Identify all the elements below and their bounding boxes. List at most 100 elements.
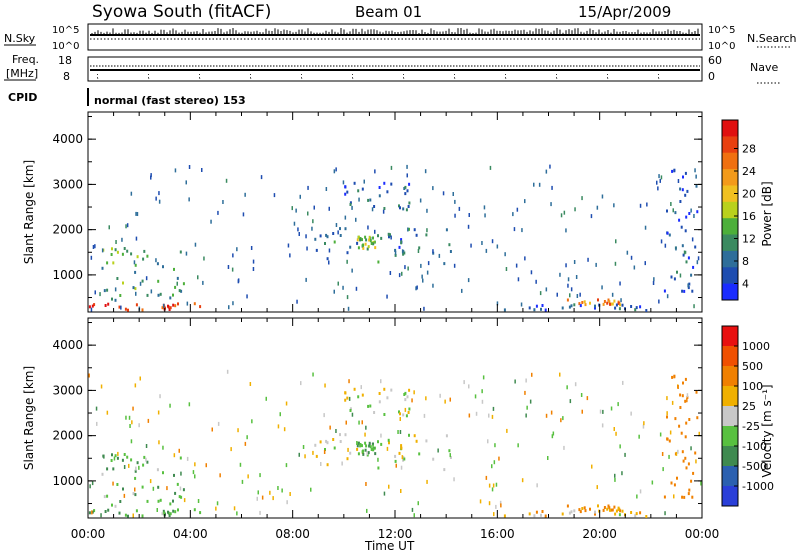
power-echo-cell	[645, 309, 648, 312]
power-colorbar-tick-label: 20	[742, 188, 756, 201]
power-echo-cell	[611, 302, 614, 306]
power-echo-cell	[325, 187, 328, 191]
velocity-echo-cell	[265, 396, 267, 401]
velocity-colorbar-tick-label: 100	[742, 380, 763, 393]
power-echo-cell	[242, 212, 245, 217]
velocity-echo-cell	[256, 496, 258, 501]
power-echoes	[88, 164, 700, 312]
power-echo-cell	[426, 270, 429, 275]
power-echo-cell	[90, 307, 93, 312]
velocity-echo-cell	[642, 424, 645, 429]
power-echo-cell	[176, 276, 179, 280]
power-echo-cell	[389, 271, 392, 275]
velocity-echo-cell	[401, 455, 404, 460]
velocity-echo-cell	[418, 452, 421, 456]
velocity-echo-cell	[367, 404, 370, 408]
velocity-echo-cell	[289, 492, 291, 496]
velocity-echo-cell	[694, 451, 697, 455]
power-echo-cell	[202, 280, 204, 285]
power-echo-cell	[227, 265, 230, 269]
power-echo-cell	[142, 257, 145, 261]
velocity-echo-cell	[619, 444, 621, 449]
power-echo-cell	[461, 288, 463, 293]
power-echo-cell	[468, 213, 470, 217]
velocity-echo-cell	[88, 373, 90, 378]
velocity-echo-cell	[91, 510, 94, 514]
velocity-echo-cell	[449, 397, 451, 402]
velocity-echo-cell	[397, 430, 399, 434]
power-echo-cell	[639, 203, 642, 208]
power-echo-cell	[630, 305, 633, 308]
power-echo-cell	[101, 266, 104, 270]
power-y-tick-label: 1000	[52, 268, 83, 282]
power-echo-cell	[349, 203, 352, 206]
velocity-echo-cell	[339, 433, 341, 437]
power-echo-cell	[688, 212, 691, 215]
velocity-echo-cell	[380, 442, 383, 446]
power-echo-cell	[116, 250, 119, 254]
velocity-x-ticks	[87, 318, 703, 518]
power-echo-cell	[94, 244, 96, 249]
velocity-colorbar-segment	[722, 426, 738, 447]
power-echo-cell	[606, 301, 609, 305]
velocity-echo-cell	[560, 418, 562, 423]
velocity-echo-cell	[570, 510, 573, 514]
power-echo-cell	[541, 304, 544, 307]
power-echo-cell	[407, 205, 410, 208]
power-echo-cell	[485, 248, 488, 253]
power-echo-cell	[539, 291, 542, 296]
velocity-echo-cell	[314, 443, 317, 447]
velocity-colorbar-frame	[721, 325, 739, 507]
power-echo-cell	[135, 291, 137, 296]
power-echo-cell	[426, 228, 428, 233]
velocity-echo-cell	[503, 514, 506, 518]
velocity-echo-cell	[178, 495, 181, 499]
velocity-echo-cell	[405, 414, 408, 418]
velocity-echo-cell	[166, 486, 168, 491]
power-echo-cell	[185, 251, 188, 256]
velocity-echo-cell	[323, 450, 326, 454]
power-echo-cell	[146, 254, 149, 258]
velocity-echo-cell	[673, 483, 676, 487]
velocity-echo-cell	[682, 381, 684, 385]
velocity-echo-cell	[378, 400, 381, 404]
velocity-echo-cell	[277, 486, 279, 490]
velocity-echo-cell	[367, 451, 370, 455]
velocity-echo-cell	[601, 423, 604, 428]
velocity-echo-cell	[123, 465, 126, 469]
nsky-tick-bottom: 10^0	[52, 41, 79, 52]
power-echo-cell	[663, 289, 666, 293]
power-echo-cell	[372, 236, 374, 240]
velocity-colorbar-tick-label: -500	[742, 460, 767, 473]
velocity-echo-cell	[613, 427, 615, 431]
velocity-echo-cell	[319, 440, 322, 444]
velocity-echo-cell	[356, 447, 359, 451]
power-echo-cell	[596, 205, 599, 210]
power-echo-cell	[659, 178, 661, 183]
power-echo-cell	[401, 271, 403, 276]
velocity-echo-cell	[298, 452, 300, 457]
velocity-echo-cell	[659, 432, 662, 437]
velocity-echo-cell	[161, 512, 164, 516]
power-echo-cell	[407, 227, 409, 232]
power-echo-cell	[415, 233, 418, 237]
power-echo-cell	[349, 201, 352, 205]
velocity-echo-cell	[324, 448, 326, 451]
power-echo-cell	[452, 192, 454, 196]
velocity-echo-cell	[145, 457, 147, 462]
power-echo-cell	[111, 247, 113, 251]
velocity-echo-cell	[349, 409, 352, 412]
velocity-echo-cell	[131, 420, 133, 425]
power-echo-cell	[568, 305, 571, 309]
velocity-echo-cell	[344, 433, 347, 437]
velocity-echo-cell	[613, 505, 616, 509]
velocity-echo-cell	[329, 425, 331, 430]
power-echo-cell	[357, 235, 360, 239]
velocity-echo-cell	[651, 480, 654, 485]
power-echo-cell	[383, 181, 386, 185]
power-echo-cell	[328, 206, 330, 211]
power-echo-cell	[319, 234, 322, 238]
velocity-echo-cell	[246, 435, 248, 440]
velocity-echo-cell	[485, 475, 488, 480]
velocity-echo-cell	[487, 439, 489, 444]
